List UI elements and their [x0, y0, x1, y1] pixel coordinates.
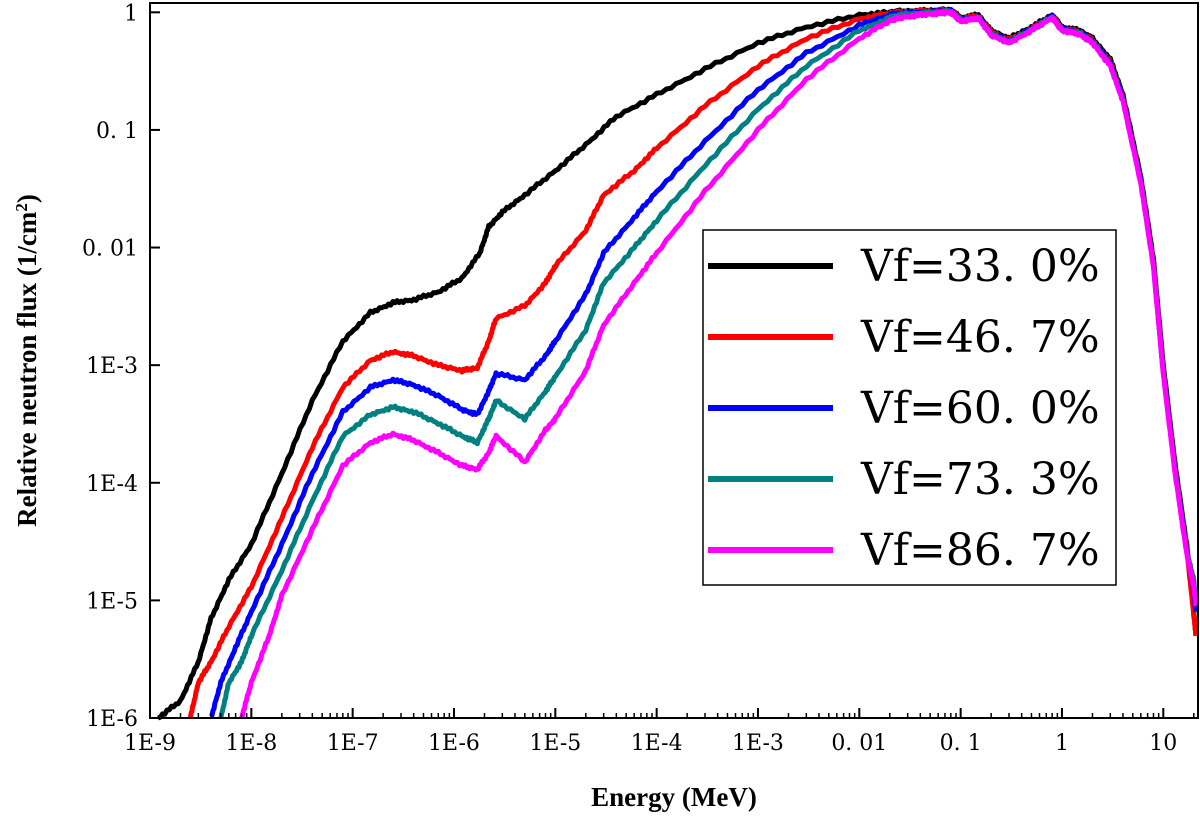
y-tick-label: 1E-4 [86, 472, 138, 497]
y-axis-title: Relative neutron flux (1/cm2) [12, 194, 43, 527]
x-tick-label: 10 [1149, 731, 1177, 756]
legend-label: Vf=46. 7% [860, 312, 1100, 363]
x-tick-label: 0. 01 [831, 731, 887, 756]
x-tick-label: 0. 1 [940, 731, 982, 756]
x-tick-label: 1E-8 [225, 731, 277, 756]
x-tick-label: 1E-4 [631, 731, 683, 756]
legend-label: Vf=86. 7% [860, 525, 1100, 576]
x-tick-label: 1E-5 [529, 731, 581, 756]
x-tick-label: 1E-9 [124, 731, 176, 756]
series-layer [157, 6, 1199, 721]
x-tick-label: 1E-7 [327, 731, 379, 756]
x-tick-label: 1E-3 [732, 731, 784, 756]
y-tick-label: 1E-6 [86, 707, 138, 732]
legend: Vf=33. 0% Vf=46. 7% Vf=60. 0% Vf=73. 3% Vf=8… [702, 229, 1117, 586]
y-axis-title-close: ) [12, 194, 42, 203]
y-tick-label: 1E-5 [86, 589, 138, 614]
x-axis-title: Energy (MeV) [591, 782, 757, 812]
legend-label: Vf=33. 0% [860, 241, 1100, 292]
legend-label: Vf=60. 0% [860, 383, 1100, 434]
series-line [239, 9, 1199, 719]
y-axis-title-superscript: 2 [12, 203, 31, 212]
y-axis-title-main: Relative neutron flux (1/cm [12, 211, 42, 527]
y-tick-label: 1E-3 [86, 354, 138, 379]
x-tick-label: 1E-6 [428, 731, 480, 756]
y-tick-label: 1 [124, 1, 138, 26]
ticks-layer: 1E-9 1E-8 1E-7 1E-6 1E-5 1E-4 1E-3 0. 01 0. 1 1 10… [82, 1, 1195, 756]
y-tick-label: 0. 1 [96, 119, 138, 144]
plot-frame [149, 2, 1199, 719]
y-tick-label: 0. 01 [82, 237, 138, 262]
x-tick-label: 1 [1055, 731, 1069, 756]
legend-label: Vf=73. 3% [860, 454, 1100, 505]
